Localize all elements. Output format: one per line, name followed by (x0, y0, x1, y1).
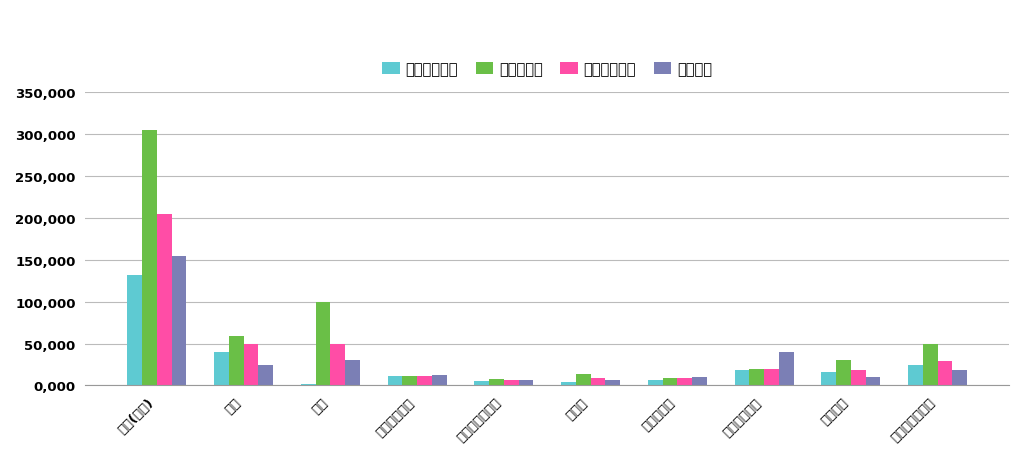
Bar (417, 376, 432, 386)
Bar (244, 344, 258, 386)
Bar (489, 379, 504, 386)
Bar (157, 214, 172, 386)
Bar (821, 372, 836, 386)
Bar (648, 380, 663, 386)
Bar (301, 384, 315, 386)
Bar (938, 361, 952, 386)
Bar (315, 302, 331, 386)
Bar (345, 361, 359, 386)
Bar (836, 361, 851, 386)
Legend: 総務省データ, 大都会独身, 地方都市独身, 田舎独身: 総務省データ, 大都会独身, 地方都市独身, 田舎独身 (377, 56, 718, 83)
Bar (561, 382, 575, 386)
Bar (387, 376, 402, 386)
Bar (432, 375, 446, 386)
Bar (214, 352, 228, 386)
Bar (764, 369, 779, 386)
Bar (605, 380, 621, 386)
Bar (331, 345, 345, 386)
Bar (851, 370, 865, 386)
Bar (228, 336, 244, 386)
Bar (750, 369, 764, 386)
Bar (865, 377, 881, 386)
Bar (692, 377, 707, 386)
Bar (127, 275, 142, 386)
Bar (908, 365, 923, 386)
Bar (474, 381, 489, 386)
Bar (663, 378, 677, 386)
Bar (734, 370, 750, 386)
Bar (591, 378, 605, 386)
Bar (504, 381, 518, 386)
Bar (677, 378, 692, 386)
Bar (518, 380, 534, 386)
Bar (779, 352, 794, 386)
Bar (575, 374, 591, 386)
Bar (952, 370, 967, 386)
Bar (258, 365, 273, 386)
Bar (923, 344, 938, 386)
Bar (402, 376, 417, 386)
Bar (172, 256, 186, 386)
Bar (142, 130, 157, 386)
